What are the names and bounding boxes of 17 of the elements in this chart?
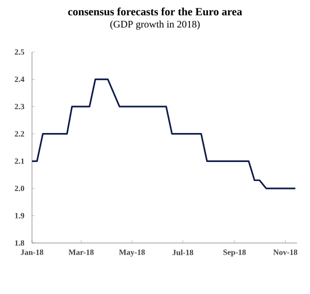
line-series xyxy=(31,78,296,190)
y-tick-label: 1.8 xyxy=(15,240,24,246)
x-tick-label: Sep-18 xyxy=(223,250,246,257)
x-tick-label: May-18 xyxy=(119,250,145,257)
y-tick-label: 2.5 xyxy=(14,49,24,55)
chart-title: consensus forecasts for the Euro area xyxy=(68,8,242,16)
y-tick-label: 2.0 xyxy=(14,186,24,192)
x-tick-label: Nov-18 xyxy=(273,250,298,255)
y-tick-label: 1.9 xyxy=(15,213,24,218)
y-tick-label: 2.1 xyxy=(14,158,24,164)
y-tick-label: 2.3 xyxy=(14,104,24,110)
x-tick-label: Jul-18 xyxy=(172,250,194,256)
y-tick-label: 2.2 xyxy=(14,131,24,137)
y-tick-label: 2.4 xyxy=(14,76,24,82)
chart-subtitle: (GDP growth in 2018) xyxy=(110,20,200,30)
x-tick-label: Mar-18 xyxy=(68,250,94,255)
x-tick-label: Jan-18 xyxy=(20,250,44,255)
